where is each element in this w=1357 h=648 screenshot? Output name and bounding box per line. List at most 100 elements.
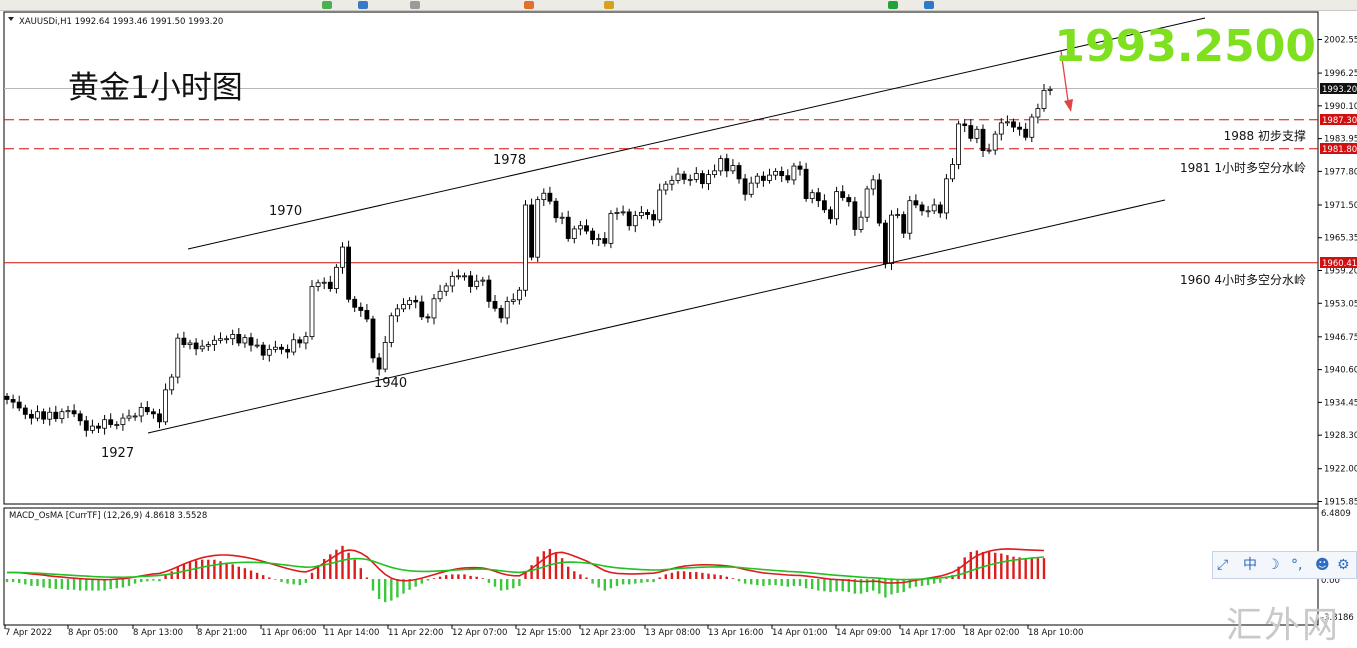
candle-body xyxy=(626,211,632,227)
macd-signal-red xyxy=(7,548,1045,584)
price-tick-label: 1915.85 xyxy=(1324,498,1357,508)
time-tick-label: 7 Apr 2022 xyxy=(5,628,52,638)
price-axis: 2002.55 1996.25 1990.10 1983.95 1977.80 1971.… xyxy=(1318,36,1357,508)
candle-body xyxy=(517,289,522,301)
candle-body xyxy=(211,339,217,345)
candle-body xyxy=(645,212,650,215)
price-tick-label: 1990.10 xyxy=(1324,102,1357,112)
candle-body xyxy=(169,376,175,391)
tool-icon[interactable] xyxy=(604,1,614,9)
macd-axis-zero: 0.00 xyxy=(1321,576,1340,586)
candle-body xyxy=(407,299,413,306)
candle-body xyxy=(449,275,455,287)
candle-body xyxy=(340,246,345,268)
candle-body xyxy=(480,279,486,282)
candle-body xyxy=(224,338,230,341)
punctuation-icon[interactable]: °, xyxy=(1291,557,1303,573)
candle-body xyxy=(120,417,126,425)
tool-icon[interactable] xyxy=(358,1,368,9)
candle-body xyxy=(1023,128,1029,138)
price-tick-label: 1971.50 xyxy=(1324,201,1357,211)
time-tick-label: 11 Apr 22:00 xyxy=(388,628,443,638)
candle-body xyxy=(455,275,461,278)
price-chart[interactable]: XAUUSDi,H1 1992.64 1993.46 1991.50 1993.… xyxy=(0,11,1357,648)
candle-body xyxy=(846,197,852,203)
candle-body xyxy=(864,188,870,218)
price-tag-1981: 1981.80 xyxy=(1320,143,1357,155)
candle-body xyxy=(596,238,602,240)
candle-body xyxy=(761,175,766,181)
candle-body xyxy=(59,411,65,420)
user-icon[interactable]: ☻ xyxy=(1315,557,1330,573)
candle-body xyxy=(815,192,821,202)
candle-body xyxy=(681,173,687,180)
candle-body xyxy=(187,342,193,345)
tool-icon[interactable] xyxy=(524,1,534,9)
candle-body xyxy=(157,413,162,423)
macd-histogram xyxy=(5,545,1046,603)
candle-body xyxy=(931,204,937,212)
candle-body xyxy=(492,301,498,309)
candle-body xyxy=(803,168,809,199)
candle-body xyxy=(992,133,998,151)
tool-icon[interactable] xyxy=(410,1,420,9)
candle-body xyxy=(937,204,943,214)
candle-body xyxy=(394,308,400,317)
tool-icon[interactable] xyxy=(924,1,934,9)
candle-body xyxy=(285,348,291,353)
candle-body xyxy=(327,281,333,290)
candle-body xyxy=(65,410,71,413)
chinese-input-icon[interactable]: 中 xyxy=(1243,557,1257,573)
candle-body xyxy=(974,128,980,139)
candle-body xyxy=(309,286,315,337)
candle-body xyxy=(834,191,839,220)
candle-body xyxy=(266,348,272,356)
candle-body xyxy=(779,170,785,177)
candle-body xyxy=(431,298,437,319)
time-tick-label: 12 Apr 23:00 xyxy=(580,628,635,638)
candle-body xyxy=(675,173,681,181)
candle-body xyxy=(754,175,760,184)
candle-body xyxy=(376,357,382,370)
candle-body xyxy=(889,214,894,264)
candle-body xyxy=(913,200,919,206)
price-tick-label: 2002.55 xyxy=(1324,36,1357,46)
candle-body xyxy=(1017,126,1022,130)
candle-body xyxy=(364,310,370,320)
candle-body xyxy=(1041,89,1047,109)
price-tick-label: 1940.60 xyxy=(1324,366,1357,376)
tool-icon[interactable] xyxy=(888,1,898,9)
candle-body xyxy=(443,285,449,292)
arrow-line xyxy=(1060,50,1070,109)
candle-body xyxy=(102,419,107,429)
candle-body xyxy=(822,200,827,211)
candle-body xyxy=(553,200,559,219)
candle-body xyxy=(230,334,236,340)
candle-body xyxy=(205,344,211,347)
tool-icon[interactable] xyxy=(322,1,332,9)
candle-body xyxy=(840,191,846,198)
candle-body xyxy=(584,225,589,232)
candle-body xyxy=(126,415,132,419)
label-1927: 1927 xyxy=(101,446,134,461)
candle-body xyxy=(291,339,297,353)
candle-body xyxy=(700,173,705,185)
candle-body xyxy=(77,413,83,422)
candle-body xyxy=(968,125,974,139)
candle-body xyxy=(602,238,608,244)
price-tick-label: 1977.80 xyxy=(1324,167,1357,177)
time-tick-label: 18 Apr 10:00 xyxy=(1028,628,1083,638)
candle-body xyxy=(907,200,913,234)
macd-axis-top: 6.4809 xyxy=(1321,509,1351,519)
moon-icon[interactable]: ☽ xyxy=(1267,557,1280,573)
candle-body xyxy=(724,158,730,172)
candle-body xyxy=(504,301,510,319)
candle-body xyxy=(529,204,534,258)
expand-icon[interactable]: ⤢ xyxy=(1217,557,1229,573)
macd-signal-green xyxy=(7,556,1045,581)
candle-body xyxy=(608,213,614,244)
candle-body xyxy=(858,216,864,230)
settings-icon[interactable]: ⚙ xyxy=(1337,557,1350,573)
candle-body xyxy=(980,128,986,152)
time-tick-label: 8 Apr 05:00 xyxy=(68,628,118,638)
